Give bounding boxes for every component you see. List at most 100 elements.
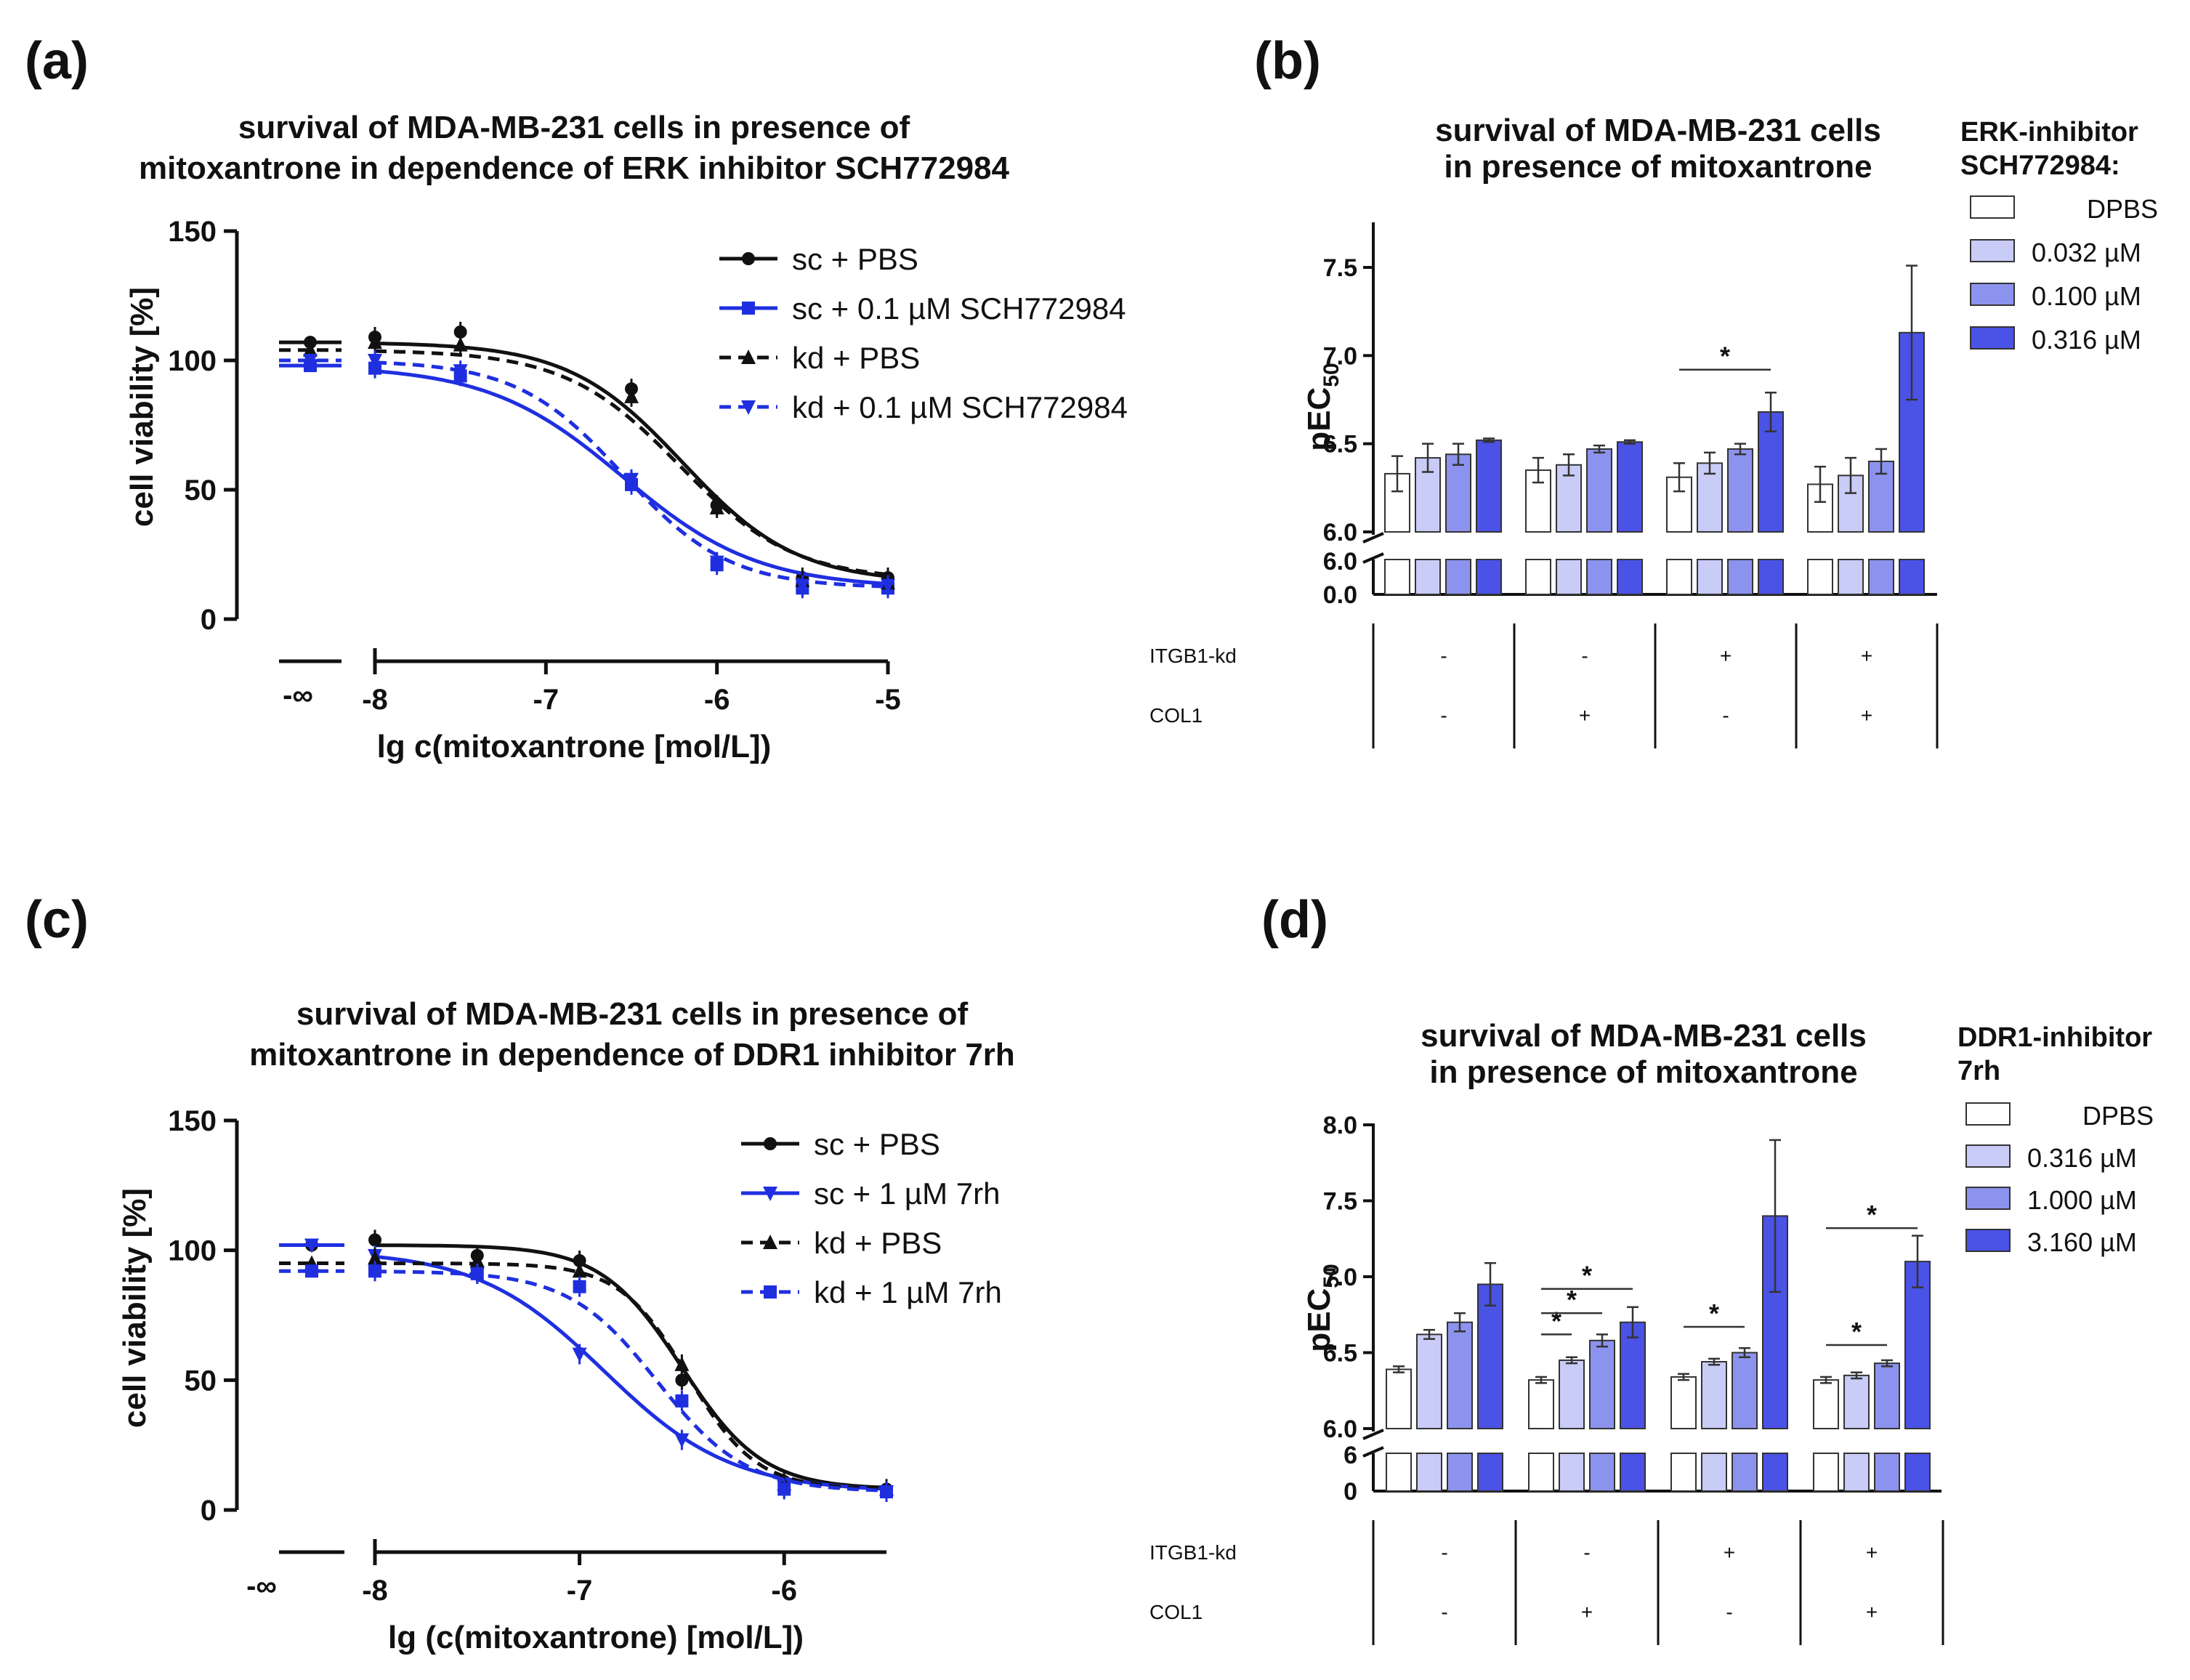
legend-marker [741,350,756,364]
panel-d-bars: ****** [1386,1139,1931,1492]
bar-stub-3-160-um [1620,1453,1646,1492]
legend-marker [763,1187,777,1201]
y-tick-label: 7.5 [1323,254,1357,282]
panel-d-y-axis-label: pEC50 [1301,1264,1344,1352]
factor-itgb1-value: + [1861,645,1872,667]
factor-itgb1-value: - [1440,645,1447,667]
legend-label-0-316-um: 0.316 µM [2032,325,2141,355]
bar-3-160-um [1904,1261,1931,1429]
panel-d-legend: DPBS 0.316 µM 1.000 µM 3.160 µM [1965,1101,2154,1257]
panel-c-legend: sc + PBS sc + 1 µM 7rh kd + PBS kd + 1 µM 7… [741,1127,1002,1309]
neg-inf-point [305,1264,318,1278]
bar-0-316-um [1559,1359,1585,1429]
y-tick-label: 6.5 [1323,431,1357,459]
panel-d-ylabel-main: pEC [1301,1288,1337,1352]
panel-c-neg-inf-label: -∞ [246,1570,277,1602]
legend-swatch-0-316-um [1965,1144,2011,1168]
data-point [674,1433,690,1448]
legend-swatch-0-316-um [1970,326,2015,350]
bar-0-100-um [1868,460,1894,533]
fit-curve [374,342,889,578]
factor-col1-value: + [1866,1601,1878,1623]
panel-b-factor-table: ITGB1-kd COL1 - - - + + - + + [1149,623,1939,748]
y-tick-label: 7.0 [1323,342,1357,370]
bar-dpbs [1670,1376,1697,1429]
bar-stub-0-316-um [1758,559,1784,595]
bar-0-100-um [1445,453,1471,533]
significance-star: * [1567,1285,1577,1314]
data-point [368,354,382,368]
bar-stub-0-100-um [1586,559,1612,595]
fit-curve [374,1254,887,1491]
bar-1-000-um [1447,1321,1473,1429]
data-point [368,1233,381,1247]
panel-c-letter: (c) [25,891,89,949]
factor-col1-value: - [1440,704,1447,727]
svg-text:pEC50: pEC50 [1301,1264,1344,1352]
factor-label-itgb1-kd: ITGB1-kd [1149,645,1237,667]
y-tick-label: 6.0 [1323,1416,1357,1443]
legend-label: sc + PBS [792,242,918,276]
factor-label-col1: COL1 [1149,704,1203,727]
series-kd-1-um-7rh [279,1261,893,1502]
axis-break-mark [1362,532,1384,544]
y-tick-label: 100 [168,1235,217,1267]
panel-c-series [279,1229,894,1502]
legend-label-0-032-um: 0.032 µM [2032,238,2141,267]
axis-break-mark [1362,552,1384,564]
bar-1-000-um [1589,1339,1615,1430]
data-point [624,472,639,488]
bar-stub-dpbs [1528,1453,1554,1492]
panel-b-y-axis-label: pEC50 [1301,363,1344,451]
panel-c-y-axis-label: cell viability [%] [117,1188,153,1428]
panel-a-legend: sc + PBS sc + 0.1 µM SCH772984 kd + PBS kd … [719,242,1128,424]
lower-tick-label: 0 [1344,1478,1357,1506]
svg-text:pEC50: pEC50 [1301,363,1344,451]
y-tick-label: 50 [185,474,217,506]
bar-stub-0-100-um [1445,559,1471,595]
lower-tick-label: 6 [1344,1442,1357,1469]
data-point [881,578,895,594]
x-tick-label: -8 [362,684,388,716]
data-point [777,1482,791,1496]
factor-col1-value: - [1722,704,1729,727]
panel-b-title-line-1: survival of MDA-MB-231 cells [1435,113,1881,148]
panel-a-title-line-2: mitoxantrone in dependence of ERK inhibi… [139,150,1010,186]
data-point [368,334,382,350]
series-kd-pbs [279,1248,894,1500]
legend-marker [742,252,755,265]
legend-item-kd-1-um-7rh: kd + 1 µM 7rh [741,1275,1002,1309]
y-tick-label: 50 [185,1365,217,1397]
legend-swatch-dpbs [1970,195,2015,219]
panel-b-bars: * [1384,264,1925,595]
bar-stub-0-100-um [1727,559,1753,595]
data-point [880,1485,893,1498]
bar-1-000-um [1732,1352,1758,1429]
series-sc-1-um-7rh [279,1238,894,1502]
panel-d-title-line-2: in presence of mitoxantrone [1429,1054,1857,1090]
legend-swatch-0-100-um [1970,283,2015,306]
y-tick-label: 7.5 [1323,1188,1357,1216]
data-point [675,1394,689,1408]
bar-0-100-um [1727,448,1753,533]
bar-stub-dpbs [1813,1453,1839,1492]
legend-label-0-100-um: 0.100 µM [2032,281,2141,311]
legend-label: sc + 0.1 µM SCH772984 [792,291,1126,326]
factor-itgb1-value: + [1720,645,1732,667]
panel-d-title-line-1: survival of MDA-MB-231 cells [1421,1018,1867,1054]
panel-d-pec50-ddr1: (d) survival of MDA-MB-231 cells in pres… [1149,891,2154,1645]
data-point [572,1347,587,1362]
bar-stub-dpbs [1386,1453,1412,1492]
bar-stub-3-160-um [1477,1453,1503,1492]
data-point [368,1264,381,1278]
data-point [453,364,468,379]
bar-stub-0-316-um [1559,1453,1585,1492]
panel-d-legend-title-1: DDR1-inhibitor [1957,1022,2152,1053]
data-point [795,578,810,594]
bar-stub-dpbs [1666,559,1692,595]
legend-item-sc-0-1-um-sch772984: sc + 0.1 µM SCH772984 [719,291,1126,326]
y-tick-label: 8.0 [1323,1112,1357,1139]
factor-label-itgb1-kd: ITGB1-kd [1149,1541,1237,1564]
bar-stub-dpbs [1807,559,1833,595]
bar-stub-0-032-um [1415,559,1441,595]
